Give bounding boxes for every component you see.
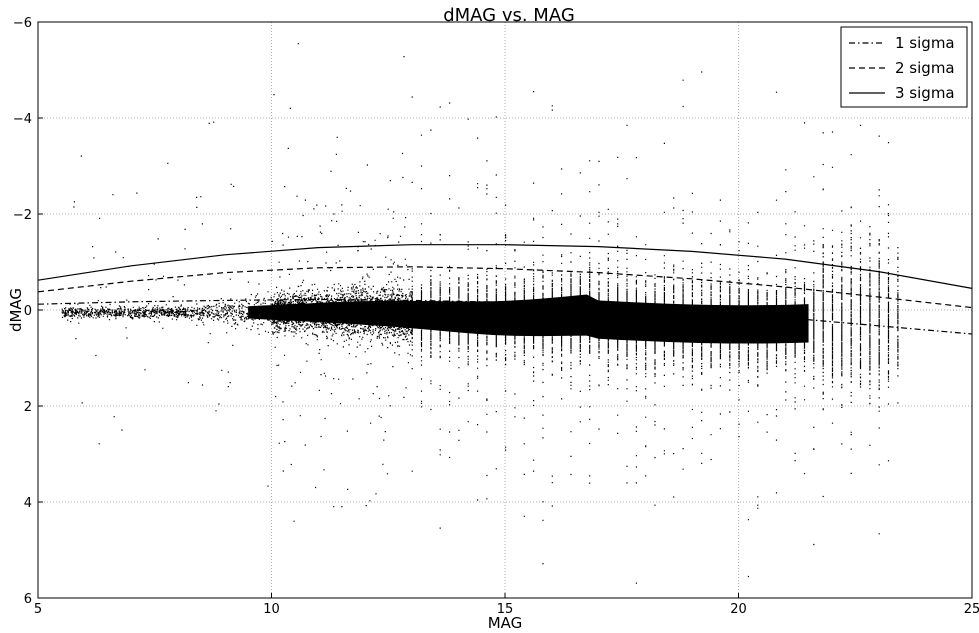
- series-line-1-sigma: [37, 298, 973, 335]
- legend-label: 1 sigma: [895, 34, 955, 52]
- x-tick-label: 5: [34, 602, 42, 617]
- x-tick-label: 20: [730, 602, 747, 617]
- series-line-2-sigma: [37, 266, 973, 309]
- x-axis-ticks: 5 10 15 20 25: [34, 593, 979, 617]
- y-axis-label: dMAG: [7, 288, 25, 332]
- sigma-curves: [37, 244, 973, 335]
- legend: 1 sigma 2 sigma 3 sigma: [840, 26, 968, 108]
- chart-title: dMAG vs. MAG: [443, 5, 575, 26]
- legend-label: 3 sigma: [895, 84, 955, 102]
- y-tick-label: −6: [13, 16, 32, 31]
- scatter-points: [61, 43, 899, 584]
- x-axis-label: MAG: [488, 614, 523, 632]
- legend-label: 2 sigma: [895, 59, 955, 77]
- x-tick-label: 15: [497, 602, 514, 617]
- y-tick-label: −2: [13, 208, 32, 223]
- y-tick-label: 6: [24, 592, 32, 607]
- scatter-dense-core: [248, 294, 809, 344]
- y-tick-label: 4: [24, 496, 32, 511]
- y-tick-label: 0: [24, 304, 32, 319]
- legend-box: [840, 26, 968, 108]
- y-tick-label: 2: [24, 400, 32, 415]
- series-line-3-sigma: [37, 244, 973, 289]
- x-tick-label: 25: [964, 602, 979, 617]
- x-tick-label: 10: [263, 602, 280, 617]
- y-tick-label: −4: [13, 112, 32, 127]
- y-axis-ticks: −6 −4 −2 0 2 4 6: [13, 16, 43, 607]
